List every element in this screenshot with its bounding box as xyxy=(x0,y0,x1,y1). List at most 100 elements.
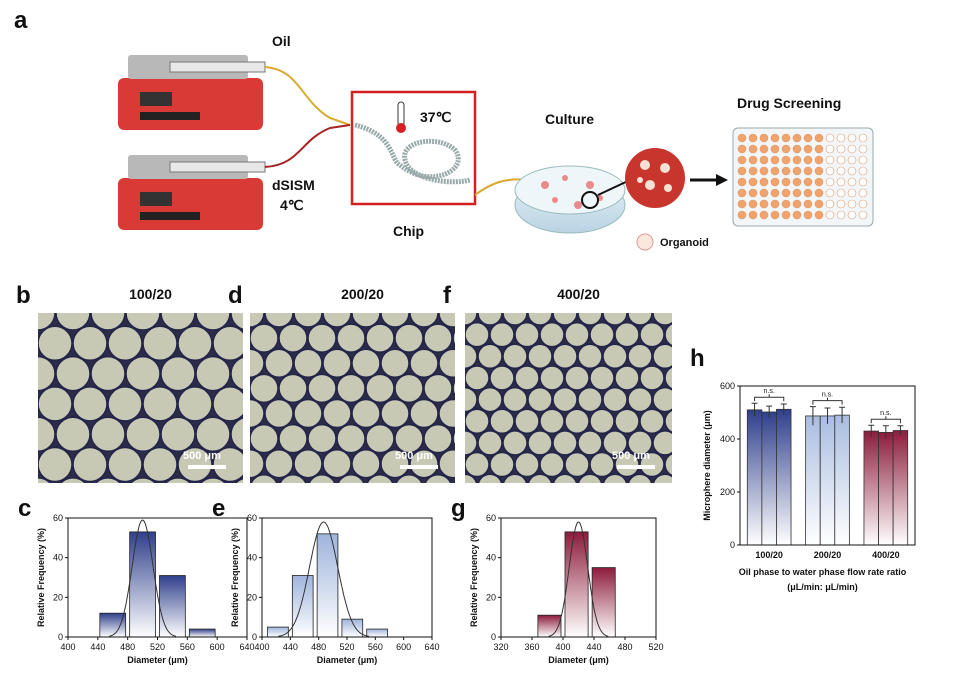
droplet xyxy=(72,446,108,483)
y-tick-label: 200 xyxy=(720,487,735,497)
well xyxy=(792,133,802,143)
well xyxy=(737,133,747,143)
well xyxy=(759,166,769,176)
droplet xyxy=(477,313,503,326)
droplet xyxy=(552,313,578,326)
droplet xyxy=(160,416,196,452)
well xyxy=(781,166,791,176)
droplet xyxy=(279,474,307,483)
droplet xyxy=(602,343,628,370)
bar xyxy=(188,628,216,638)
well xyxy=(759,188,769,198)
droplet xyxy=(125,416,161,452)
droplet xyxy=(664,452,672,477)
x-tick-label: 520 xyxy=(150,642,165,652)
x-tick-label: 400 xyxy=(60,642,75,652)
droplet xyxy=(250,398,265,429)
droplet xyxy=(351,398,381,429)
well xyxy=(847,177,857,187)
syringe-pump xyxy=(118,155,266,230)
well xyxy=(781,199,791,209)
x-tick-label: 200/20 xyxy=(814,550,842,560)
arrow xyxy=(716,174,728,186)
well xyxy=(781,177,791,187)
well xyxy=(836,166,846,176)
droplet xyxy=(160,313,196,331)
droplet xyxy=(614,321,640,348)
droplet xyxy=(564,408,590,435)
error-bar xyxy=(868,424,875,437)
well xyxy=(858,188,868,198)
droplet xyxy=(394,423,424,454)
droplet xyxy=(212,386,243,422)
bar xyxy=(863,430,879,546)
droplet xyxy=(142,386,178,422)
y-axis-title: Relative Frequency (%) xyxy=(230,528,240,627)
droplet xyxy=(664,409,672,433)
well xyxy=(803,155,813,165)
droplet xyxy=(293,398,323,429)
y-tick-label: 60 xyxy=(53,513,63,523)
droplet xyxy=(477,386,503,413)
error-bar xyxy=(766,405,773,418)
well xyxy=(825,210,835,220)
scale-bar xyxy=(188,465,226,469)
bar xyxy=(267,626,289,638)
bar xyxy=(746,409,763,546)
well xyxy=(770,199,780,209)
error-bar xyxy=(751,402,758,417)
well xyxy=(792,155,802,165)
x-tick-label: 600 xyxy=(210,642,225,652)
droplet xyxy=(589,451,615,478)
droplet xyxy=(564,365,590,391)
droplet xyxy=(380,348,410,378)
well xyxy=(748,133,758,143)
droplet xyxy=(465,365,490,391)
well xyxy=(737,210,747,220)
error-bar xyxy=(897,425,904,436)
droplet xyxy=(38,477,52,483)
droplet xyxy=(502,473,528,483)
droplet xyxy=(160,355,196,392)
droplet xyxy=(614,408,640,435)
droplet xyxy=(351,448,381,479)
x-tick-label: 640 xyxy=(239,642,254,652)
organoid-label: Organoid xyxy=(660,237,709,249)
droplet xyxy=(527,343,553,370)
droplet xyxy=(514,451,540,478)
droplet xyxy=(264,448,294,479)
y-axis-title: Relative Frequency (%) xyxy=(469,528,479,627)
fit-curve xyxy=(278,521,370,637)
dsism-label: dSISM xyxy=(272,177,315,193)
droplet xyxy=(250,313,265,328)
droplet xyxy=(627,313,653,326)
droplet xyxy=(250,348,265,378)
well xyxy=(836,133,846,143)
panel-label: b xyxy=(16,282,31,309)
droplet xyxy=(614,451,640,478)
droplet xyxy=(72,325,108,362)
significance-label: n.s. xyxy=(764,388,775,395)
droplet xyxy=(234,477,243,483)
bar xyxy=(805,415,821,546)
x-axis-title: Diameter (μm) xyxy=(548,655,609,665)
droplet xyxy=(423,323,453,353)
droplet xyxy=(250,323,279,353)
well xyxy=(748,144,758,154)
droplet xyxy=(322,398,352,429)
droplet xyxy=(552,386,578,413)
well xyxy=(759,199,769,209)
droplet xyxy=(577,473,603,483)
droplet xyxy=(452,379,455,397)
droplet xyxy=(177,325,213,362)
wells xyxy=(737,133,868,220)
well xyxy=(770,133,780,143)
droplet xyxy=(55,416,91,452)
droplet xyxy=(577,430,603,456)
well xyxy=(858,155,868,165)
droplet xyxy=(552,343,578,370)
droplet xyxy=(602,313,628,326)
droplet xyxy=(59,477,87,483)
droplet xyxy=(142,325,178,362)
